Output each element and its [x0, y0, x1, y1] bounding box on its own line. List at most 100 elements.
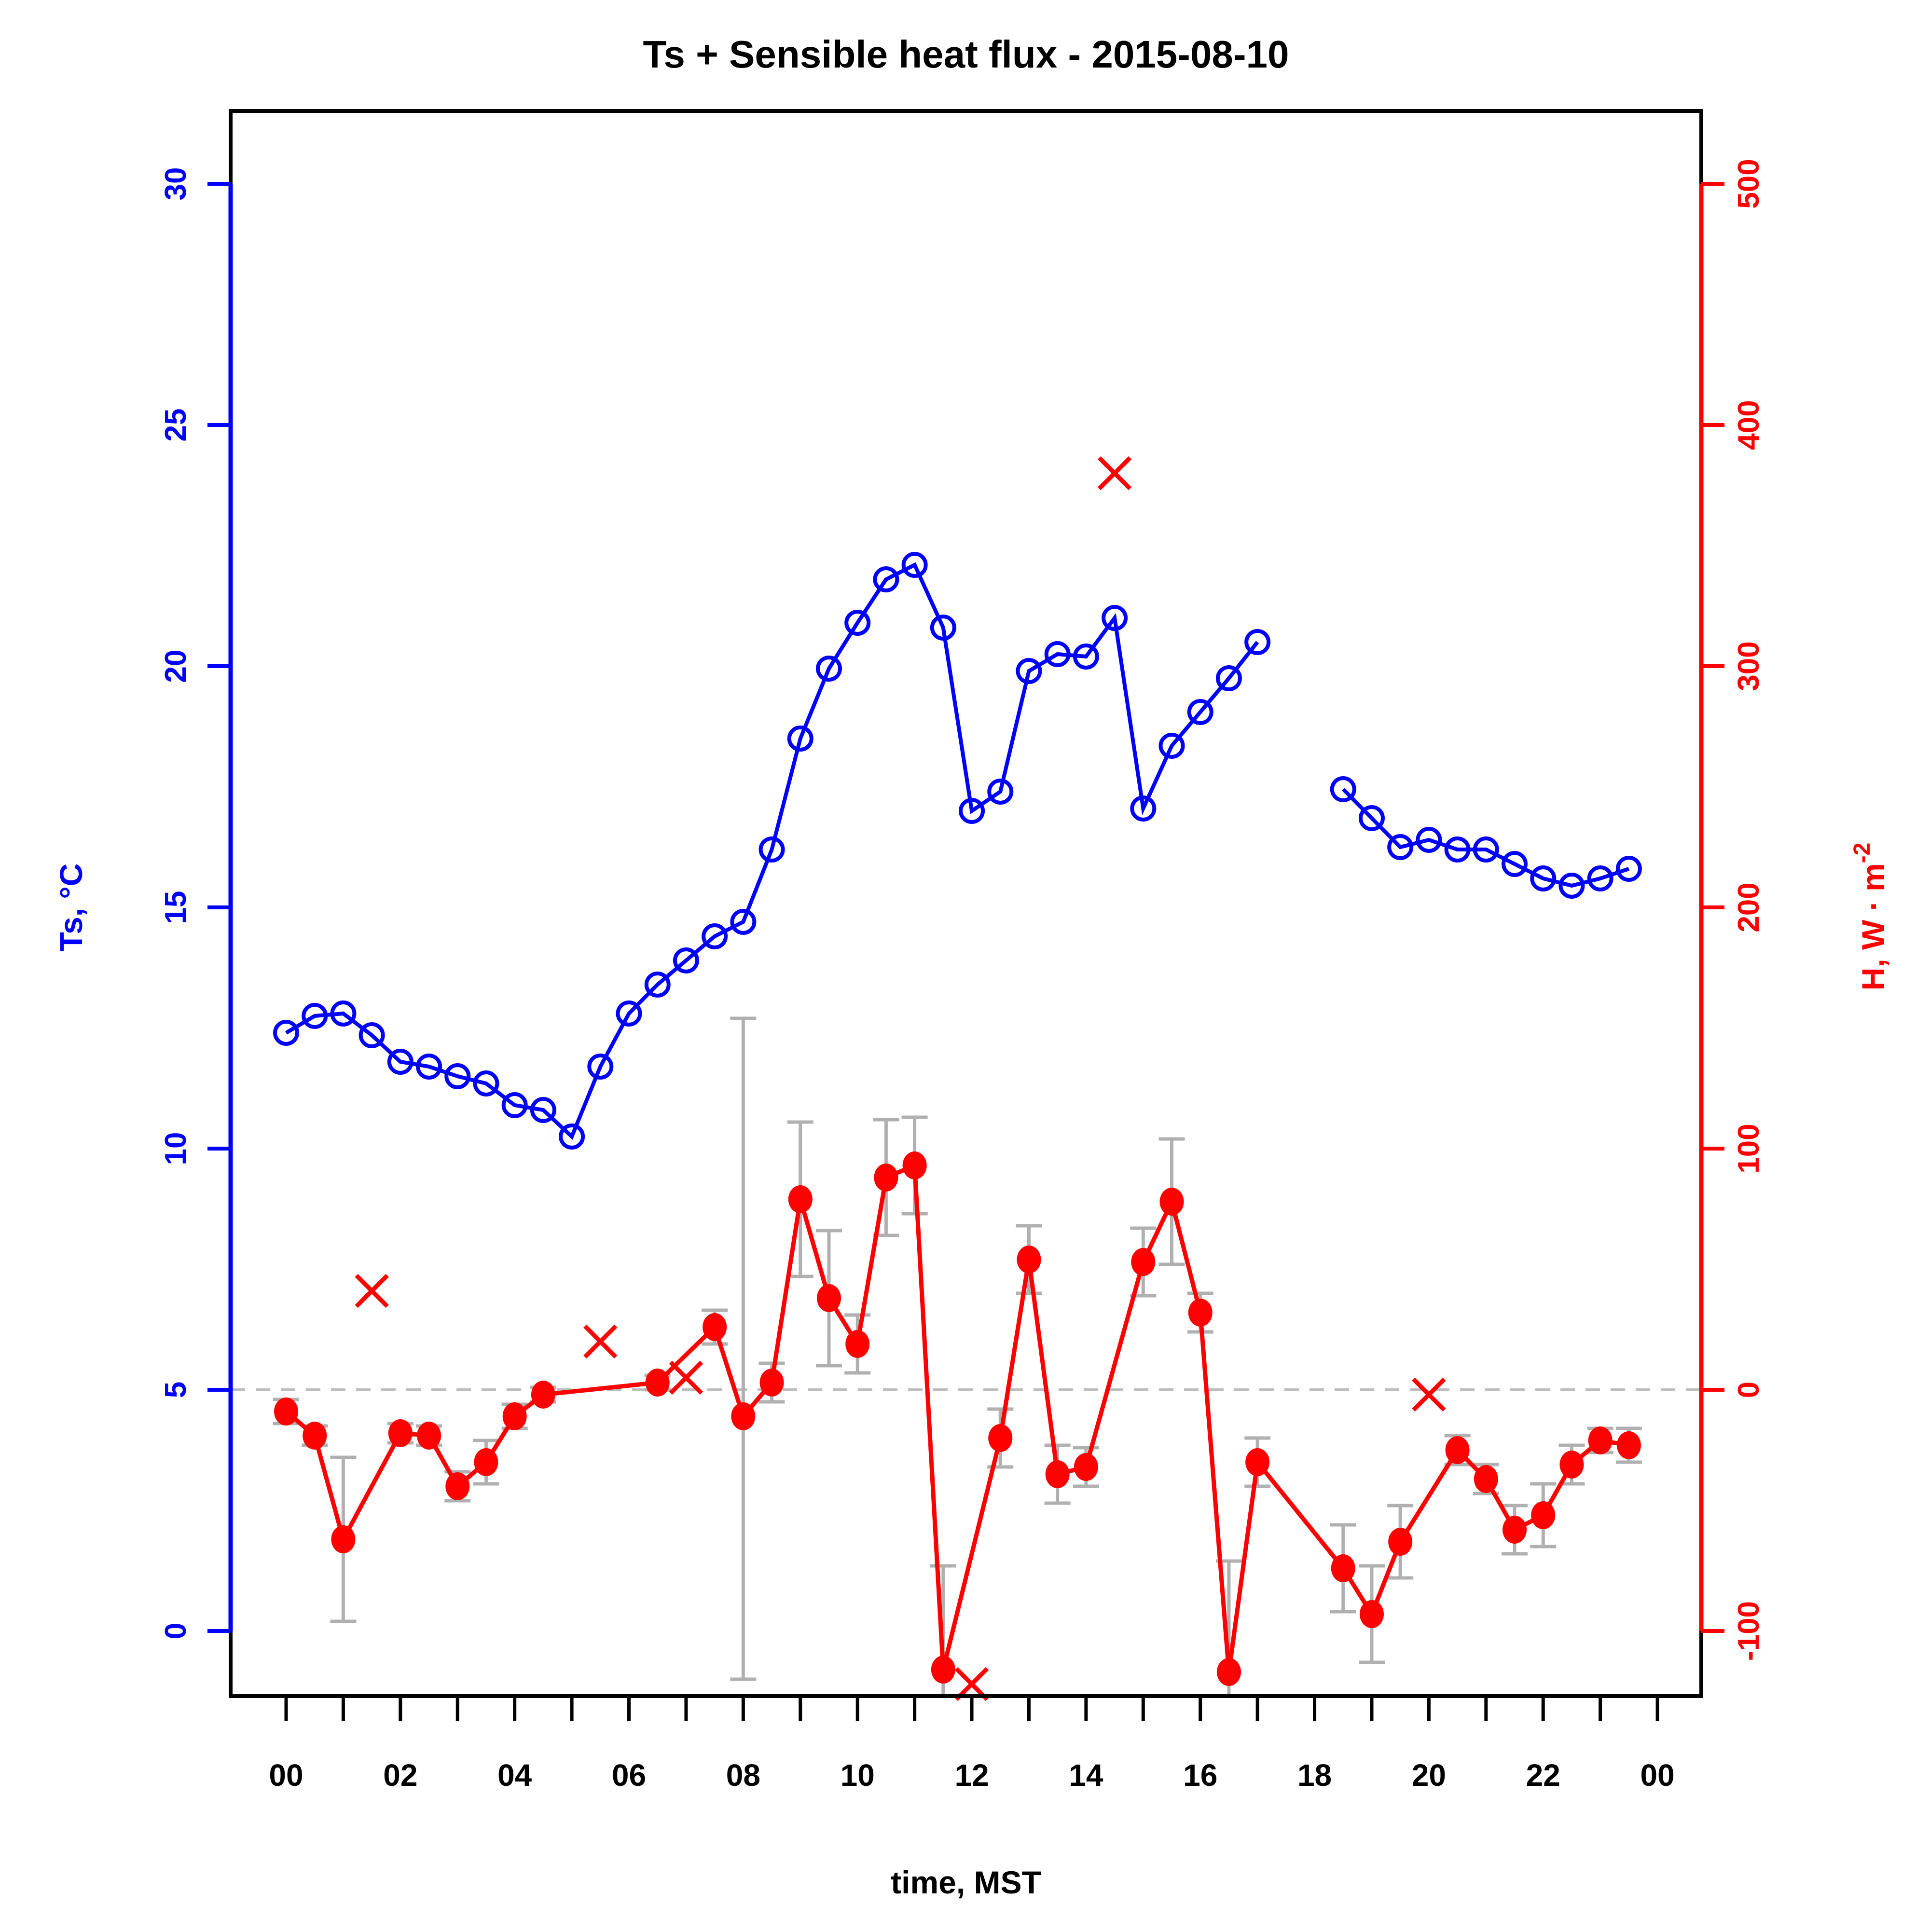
- ts-series-point: [1416, 827, 1442, 853]
- h-series-point: [1388, 1528, 1413, 1556]
- ts-series-point: [1130, 795, 1157, 822]
- h-series-point: [645, 1369, 670, 1397]
- ts-series-point: [616, 1000, 642, 1027]
- x-axis-tick-label: 14: [1069, 1758, 1103, 1793]
- h-series-point: [1503, 1516, 1527, 1544]
- flagged-x-marker: [669, 1360, 703, 1395]
- h-series-line: [285, 1162, 1629, 1672]
- x-axis-tick-label: 06: [612, 1758, 646, 1793]
- h-series-point: [445, 1472, 470, 1500]
- ts-series-point: [1587, 865, 1613, 891]
- right-axis-tick-label: 500: [1732, 159, 1765, 208]
- ts-series-point: [730, 909, 757, 935]
- h-series-point: [502, 1402, 527, 1430]
- h-series-point: [388, 1419, 413, 1447]
- ts-series-line: [285, 562, 1259, 1140]
- h-series-point: [531, 1381, 555, 1409]
- h-series-point: [874, 1164, 898, 1192]
- right-axis-title: H, W · m-2: [1849, 843, 1891, 991]
- h-series-point: [1474, 1465, 1498, 1493]
- right-axis-tick-label: -100: [1732, 1601, 1765, 1661]
- ts-series-point: [587, 1054, 614, 1080]
- h-series-point: [759, 1369, 784, 1397]
- h-series-point: [1131, 1248, 1156, 1276]
- right-axis-tick-label: 200: [1732, 882, 1765, 932]
- h-series-point: [931, 1656, 955, 1684]
- h-series-point: [788, 1185, 813, 1213]
- ts-series-point: [1558, 873, 1585, 899]
- x-axis-tick-label: 18: [1297, 1758, 1332, 1793]
- h-series-point: [1359, 1600, 1384, 1628]
- h-series-point: [703, 1313, 727, 1341]
- h-series-point: [1559, 1451, 1584, 1479]
- left-axis-tick-label: 30: [159, 167, 193, 201]
- ts-series-point: [444, 1063, 471, 1089]
- x-axis-title: time, MST: [891, 1864, 1041, 1900]
- x-axis-tick-label: 20: [1412, 1758, 1446, 1793]
- h-series-point: [274, 1398, 298, 1425]
- left-axis-tick-label: 10: [159, 1132, 193, 1165]
- ts-series-point: [1358, 805, 1385, 831]
- h-series-point: [1245, 1448, 1270, 1476]
- ts-series-point: [387, 1049, 414, 1075]
- flagged-x-marker: [1097, 456, 1132, 491]
- ts-series-point: [1102, 605, 1128, 631]
- h-series-point: [816, 1284, 841, 1312]
- ts-series-point: [473, 1070, 499, 1096]
- ts-series-point: [930, 615, 956, 641]
- x-axis-tick-label: 04: [497, 1758, 532, 1793]
- flagged-x-marker: [1412, 1377, 1446, 1412]
- h-series-point: [1531, 1501, 1556, 1529]
- h-series-point: [303, 1422, 327, 1450]
- h-series-point: [1074, 1453, 1098, 1481]
- ts-series-point: [901, 552, 928, 578]
- flagged-x-marker: [355, 1274, 389, 1308]
- ts-series-point: [844, 610, 871, 636]
- ts-series-point: [1073, 644, 1099, 670]
- ts-series-point: [959, 798, 985, 824]
- x-axis-tick-label: 08: [726, 1758, 760, 1793]
- x-axis-tick-label: 16: [1183, 1758, 1217, 1793]
- right-axis-tick-label: 300: [1732, 641, 1765, 691]
- left-axis-tick-label: 15: [159, 891, 193, 924]
- h-series-point: [1331, 1554, 1355, 1582]
- ts-series-point: [358, 1022, 385, 1048]
- x-axis-tick-label: 00: [1640, 1758, 1674, 1793]
- ts-series-point: [1244, 629, 1271, 655]
- chart-title: Ts + Sensible heat flux - 2015-08-10: [643, 33, 1289, 76]
- h-series-point: [731, 1402, 756, 1430]
- ts-series-point: [1615, 856, 1642, 882]
- ts-series-point: [873, 566, 899, 592]
- flagged-x-marker: [583, 1324, 618, 1359]
- ts-series-point: [815, 656, 842, 682]
- left-axis-tick-label: 5: [159, 1382, 193, 1398]
- ts-series-point: [530, 1097, 556, 1123]
- left-axis-tick-label: 25: [159, 409, 193, 442]
- h-series-point: [331, 1525, 356, 1553]
- ts-series-point: [1215, 665, 1242, 691]
- ts-series-point: [702, 923, 728, 949]
- h-series-point: [902, 1151, 927, 1179]
- h-series-point: [1216, 1658, 1241, 1686]
- x-axis-tick-label: 22: [1526, 1758, 1560, 1793]
- ts-series-point: [1330, 776, 1356, 802]
- ts-series-point: [1502, 851, 1528, 877]
- ts-series-point: [416, 1054, 442, 1080]
- h-series-point: [1588, 1426, 1613, 1454]
- ts-series-point: [1044, 641, 1071, 667]
- h-series-point: [1159, 1188, 1184, 1216]
- ts-series-point: [302, 1003, 328, 1029]
- right-axis-tick-label: 400: [1732, 400, 1765, 450]
- ts-series-point: [787, 726, 813, 752]
- plot-box: [229, 109, 1703, 1698]
- ts-series-point: [273, 1020, 299, 1046]
- ts-series-point: [1530, 865, 1557, 891]
- ts-series-point: [644, 972, 671, 998]
- ts-series-point: [559, 1124, 585, 1150]
- h-series-point: [1445, 1436, 1470, 1464]
- h-series-point: [1017, 1246, 1041, 1274]
- ts-series-point: [1187, 699, 1213, 725]
- ts-series-point: [1158, 733, 1185, 759]
